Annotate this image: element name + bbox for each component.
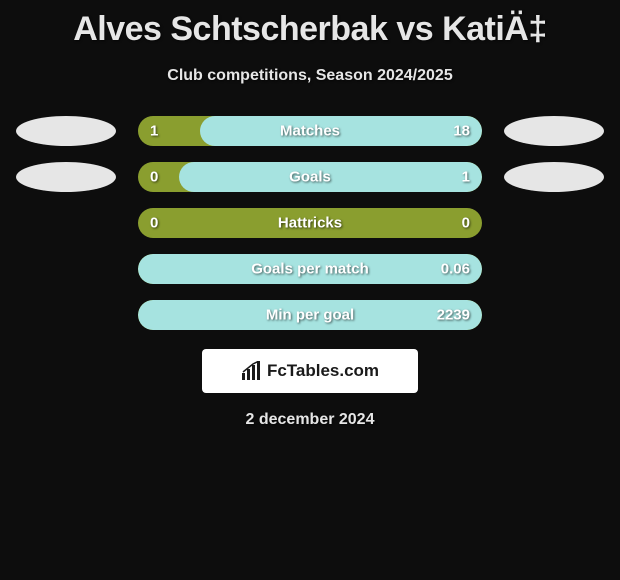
stat-bar: 0 Hattricks 0 <box>138 208 482 238</box>
stat-label: Matches <box>280 123 340 140</box>
stat-label: Hattricks <box>278 215 342 232</box>
stat-bar: Min per goal 2239 <box>138 300 482 330</box>
date-text: 2 december 2024 <box>0 411 620 429</box>
stat-right-value: 0 <box>462 215 470 232</box>
left-ellipse <box>16 208 116 238</box>
left-ellipse <box>16 300 116 330</box>
chart-icon <box>241 361 261 381</box>
right-ellipse <box>504 208 604 238</box>
stat-label: Min per goal <box>266 307 354 324</box>
page-title: Alves Schtscherbak vs KatiÄ‡ <box>0 0 620 49</box>
right-ellipse <box>504 162 604 192</box>
logo-text: FcTables.com <box>267 361 379 381</box>
stat-bar: 1 Matches 18 <box>138 116 482 146</box>
stat-label: Goals <box>289 169 331 186</box>
right-ellipse <box>504 116 604 146</box>
stat-right-value: 0.06 <box>441 261 470 278</box>
stat-bar: 0 Goals 1 <box>138 162 482 192</box>
stat-right-value: 1 <box>462 169 470 186</box>
stat-left-value: 1 <box>150 123 158 140</box>
comparison-rows: 1 Matches 18 0 Goals 1 0 Hattricks 0 Goals per ma… <box>0 115 620 331</box>
stat-bar: Goals per match 0.06 <box>138 254 482 284</box>
left-ellipse <box>16 254 116 284</box>
stat-label: Goals per match <box>251 261 369 278</box>
left-ellipse <box>16 162 116 192</box>
stat-right-value: 2239 <box>437 307 470 324</box>
stat-left-value: 0 <box>150 169 158 186</box>
logo-box: FcTables.com <box>202 349 418 393</box>
stat-left-value: 0 <box>150 215 158 232</box>
stat-row: 0 Goals 1 <box>0 161 620 193</box>
right-ellipse <box>504 300 604 330</box>
left-ellipse <box>16 116 116 146</box>
stat-row: 0 Hattricks 0 <box>0 207 620 239</box>
stat-row: Min per goal 2239 <box>0 299 620 331</box>
right-ellipse <box>504 254 604 284</box>
subtitle: Club competitions, Season 2024/2025 <box>0 67 620 85</box>
stat-right-value: 18 <box>453 123 470 140</box>
stat-row: Goals per match 0.06 <box>0 253 620 285</box>
stat-row: 1 Matches 18 <box>0 115 620 147</box>
stat-bar-fill <box>200 116 482 146</box>
